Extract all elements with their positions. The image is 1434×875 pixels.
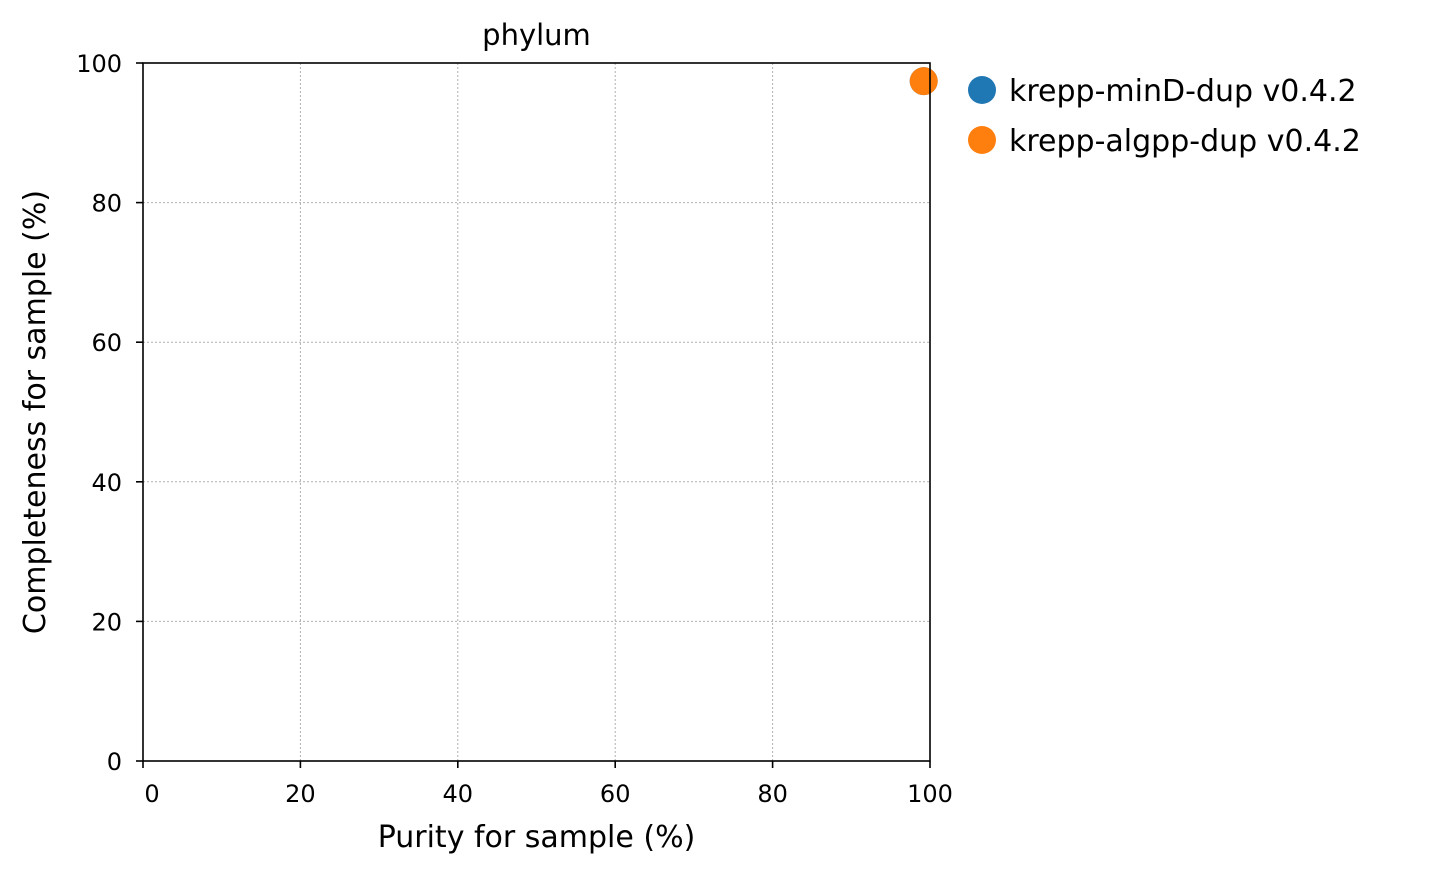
legend-marker <box>968 76 996 104</box>
data-point-series-1 <box>909 67 938 96</box>
y-tick-label: 0 <box>107 748 122 776</box>
legend-marker <box>968 126 996 154</box>
legend-label: krepp-minD-dup v0.4.2 <box>1009 74 1357 109</box>
y-tick-label: 20 <box>91 608 122 636</box>
y-tick-label: 60 <box>91 329 122 357</box>
x-tick-label: 20 <box>285 780 316 808</box>
x-tick-label: 0 <box>144 780 159 808</box>
x-tick-label: 80 <box>757 780 788 808</box>
y-tick-label: 40 <box>91 469 122 497</box>
y-tick-label: 100 <box>76 50 122 78</box>
axis-ticks: 0 20 40 60 80 100 0 20 40 60 80 100 <box>76 50 953 808</box>
x-tick-label: 40 <box>443 780 474 808</box>
x-tick-label: 100 <box>907 780 953 808</box>
legend-label: krepp-algpp-dup v0.4.2 <box>1009 124 1361 159</box>
x-axis-title: Purity for sample (%) <box>378 820 696 855</box>
plot-area-frame <box>142 62 931 762</box>
chart-title: phylum <box>482 18 591 52</box>
grid-lines <box>143 63 930 761</box>
legend: krepp-minD-dup v0.4.2 krepp-algpp-dup v0.… <box>968 74 1361 159</box>
y-tick-label: 80 <box>91 190 122 218</box>
data-points <box>909 67 938 96</box>
x-tick-label: 60 <box>600 780 631 808</box>
y-axis-title: Completeness for sample (%) <box>18 190 53 634</box>
